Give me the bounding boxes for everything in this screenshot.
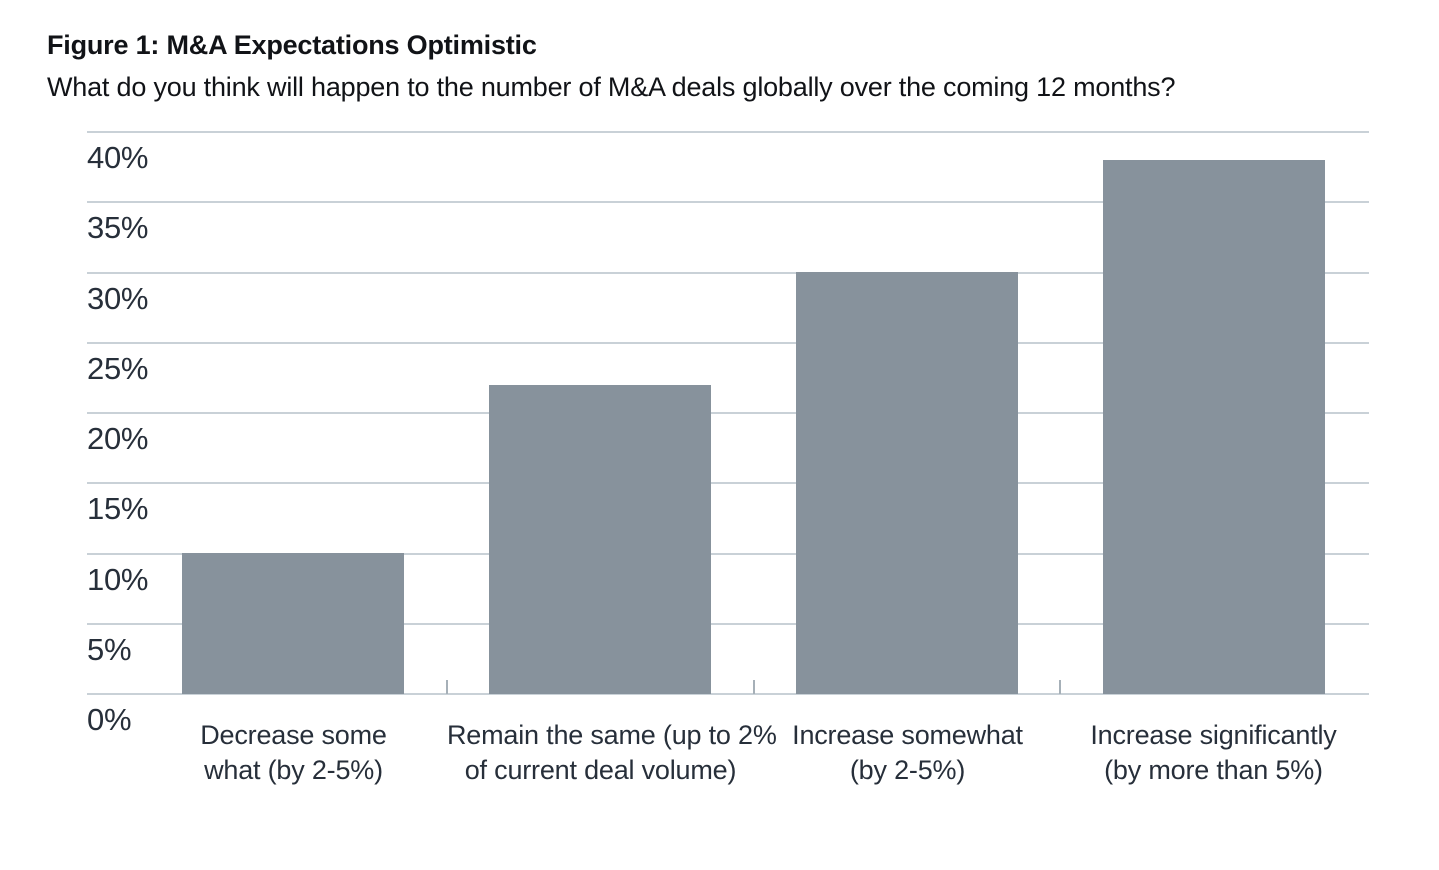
- category-boundary-tick: [753, 680, 755, 694]
- figure-title: Figure 1: M&A Expectations Optimistic: [47, 30, 537, 60]
- bar-2: [489, 385, 711, 694]
- x-axis-label-line: Increase somewhat: [792, 720, 1023, 750]
- category-boundary-tick: [1059, 680, 1061, 694]
- x-axis-label-line: what (by 2-5%): [204, 755, 383, 785]
- x-axis-label-line: Remain the same (up to 2%: [447, 720, 777, 750]
- plot-area: 0% 5% 10% 15% 20% 25% 30% 35% 40%: [87, 131, 1369, 737]
- gridline-10pct: [87, 553, 1369, 555]
- bar-3: [796, 272, 1018, 694]
- gridline-40pct: [87, 131, 1369, 133]
- figure-subtitle: What do you think will happen to the num…: [47, 72, 1176, 102]
- category-boundary-tick: [446, 680, 448, 694]
- bars-layer: [140, 131, 1367, 694]
- x-axis-label-line: Decrease some: [200, 720, 387, 750]
- bar-4: [1103, 160, 1325, 694]
- x-axis-category-label: Increase somewhat (by 2-5%): [754, 718, 1061, 788]
- y-axis-tick-label: 25%: [87, 351, 149, 386]
- y-axis-tick-label: 10%: [87, 562, 149, 597]
- y-axis-tick-label: 40%: [87, 140, 149, 175]
- gridline-20pct: [87, 412, 1369, 414]
- x-axis-category-label: Decrease some what (by 2-5%): [140, 718, 447, 788]
- bar-1: [182, 553, 404, 694]
- x-axis-label-line: (by more than 5%): [1104, 755, 1323, 785]
- x-axis-label-line: of current deal volume): [464, 755, 737, 785]
- gridline-25pct: [87, 342, 1369, 344]
- x-axis-category-label: Remain the same (up to 2% of current deal…: [447, 718, 777, 788]
- y-axis-tick-label: 15%: [87, 491, 149, 526]
- gridline-0pct: [87, 693, 1369, 695]
- y-axis-tick-label: 0%: [87, 702, 132, 737]
- x-axis-label-line: (by 2-5%): [849, 755, 966, 785]
- gridline-15pct: [87, 482, 1369, 484]
- x-axis-category-label: Increase significantly (by more than 5%): [1060, 718, 1367, 788]
- x-axis-labels: Decrease some what (by 2-5%) Remain the sa…: [140, 718, 1367, 798]
- y-axis-tick-label: 30%: [87, 281, 149, 316]
- y-axis-tick-label: 5%: [87, 632, 132, 667]
- gridline-35pct: [87, 201, 1369, 203]
- gridline-5pct: [87, 623, 1369, 625]
- x-axis-label-line: Increase significantly: [1090, 720, 1337, 750]
- y-axis-tick-label: 35%: [87, 210, 149, 245]
- y-axis-tick-label: 20%: [87, 421, 149, 456]
- gridline-30pct: [87, 272, 1369, 274]
